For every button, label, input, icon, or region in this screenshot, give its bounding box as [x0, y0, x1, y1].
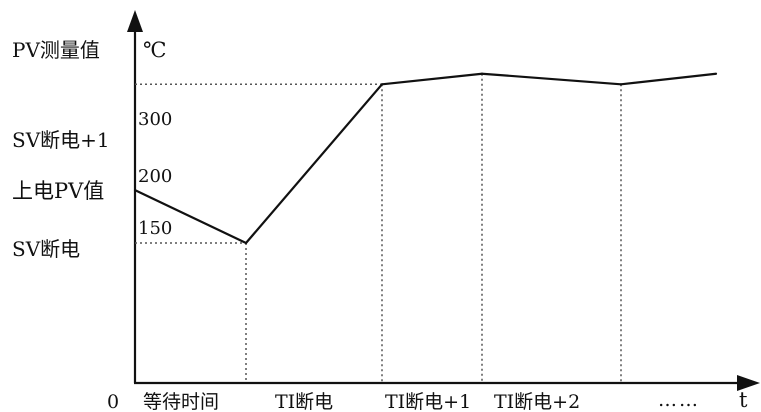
y-label-sv-off-plus-1: SV断电+1 [12, 128, 110, 152]
x-axis-arrow [737, 375, 760, 391]
series-segment-4 [480, 72, 623, 86]
x-tick-labels: 等待时间 TI断电 TI断电+1 TI断电+2 …… [143, 389, 700, 412]
series-layer [133, 72, 718, 245]
y-tick-labels: 300 200 150 [138, 109, 172, 239]
x-tick-label-ti-off-plus-2: TI断电+2 [494, 391, 580, 412]
y-axis-title: PV测量值 [12, 38, 100, 62]
series-segment-2 [244, 83, 384, 245]
x-tick-label-ellipsis: …… [658, 389, 700, 411]
y-tick-label-150: 150 [138, 218, 172, 239]
y-axis-unit: ℃ [143, 38, 167, 62]
axes [127, 10, 760, 391]
y-label-power-on-pv: 上电PV值 [12, 179, 104, 203]
x-tick-label-ti-off-plus-1: TI断电+1 [385, 391, 471, 412]
y-labels: SV断电+1 上电PV值 SV断电 [12, 128, 110, 261]
guide-lines [135, 73, 622, 383]
y-tick-label-200: 200 [138, 166, 172, 187]
x-axis-title: t [739, 388, 748, 412]
y-label-sv-off: SV断电 [12, 237, 80, 261]
origin-label: 0 [107, 391, 119, 412]
series-segment-5 [619, 72, 718, 86]
series-segment-3 [380, 72, 484, 86]
y-tick-label-300: 300 [138, 109, 172, 130]
axis-titles: PV测量值 ℃ 0 t [12, 38, 748, 412]
x-tick-label-wait-time: 等待时间 [143, 391, 219, 412]
y-axis-arrow [127, 10, 143, 32]
series-segment-1 [133, 189, 248, 245]
x-tick-label-ti-off: TI断电 [275, 391, 333, 412]
